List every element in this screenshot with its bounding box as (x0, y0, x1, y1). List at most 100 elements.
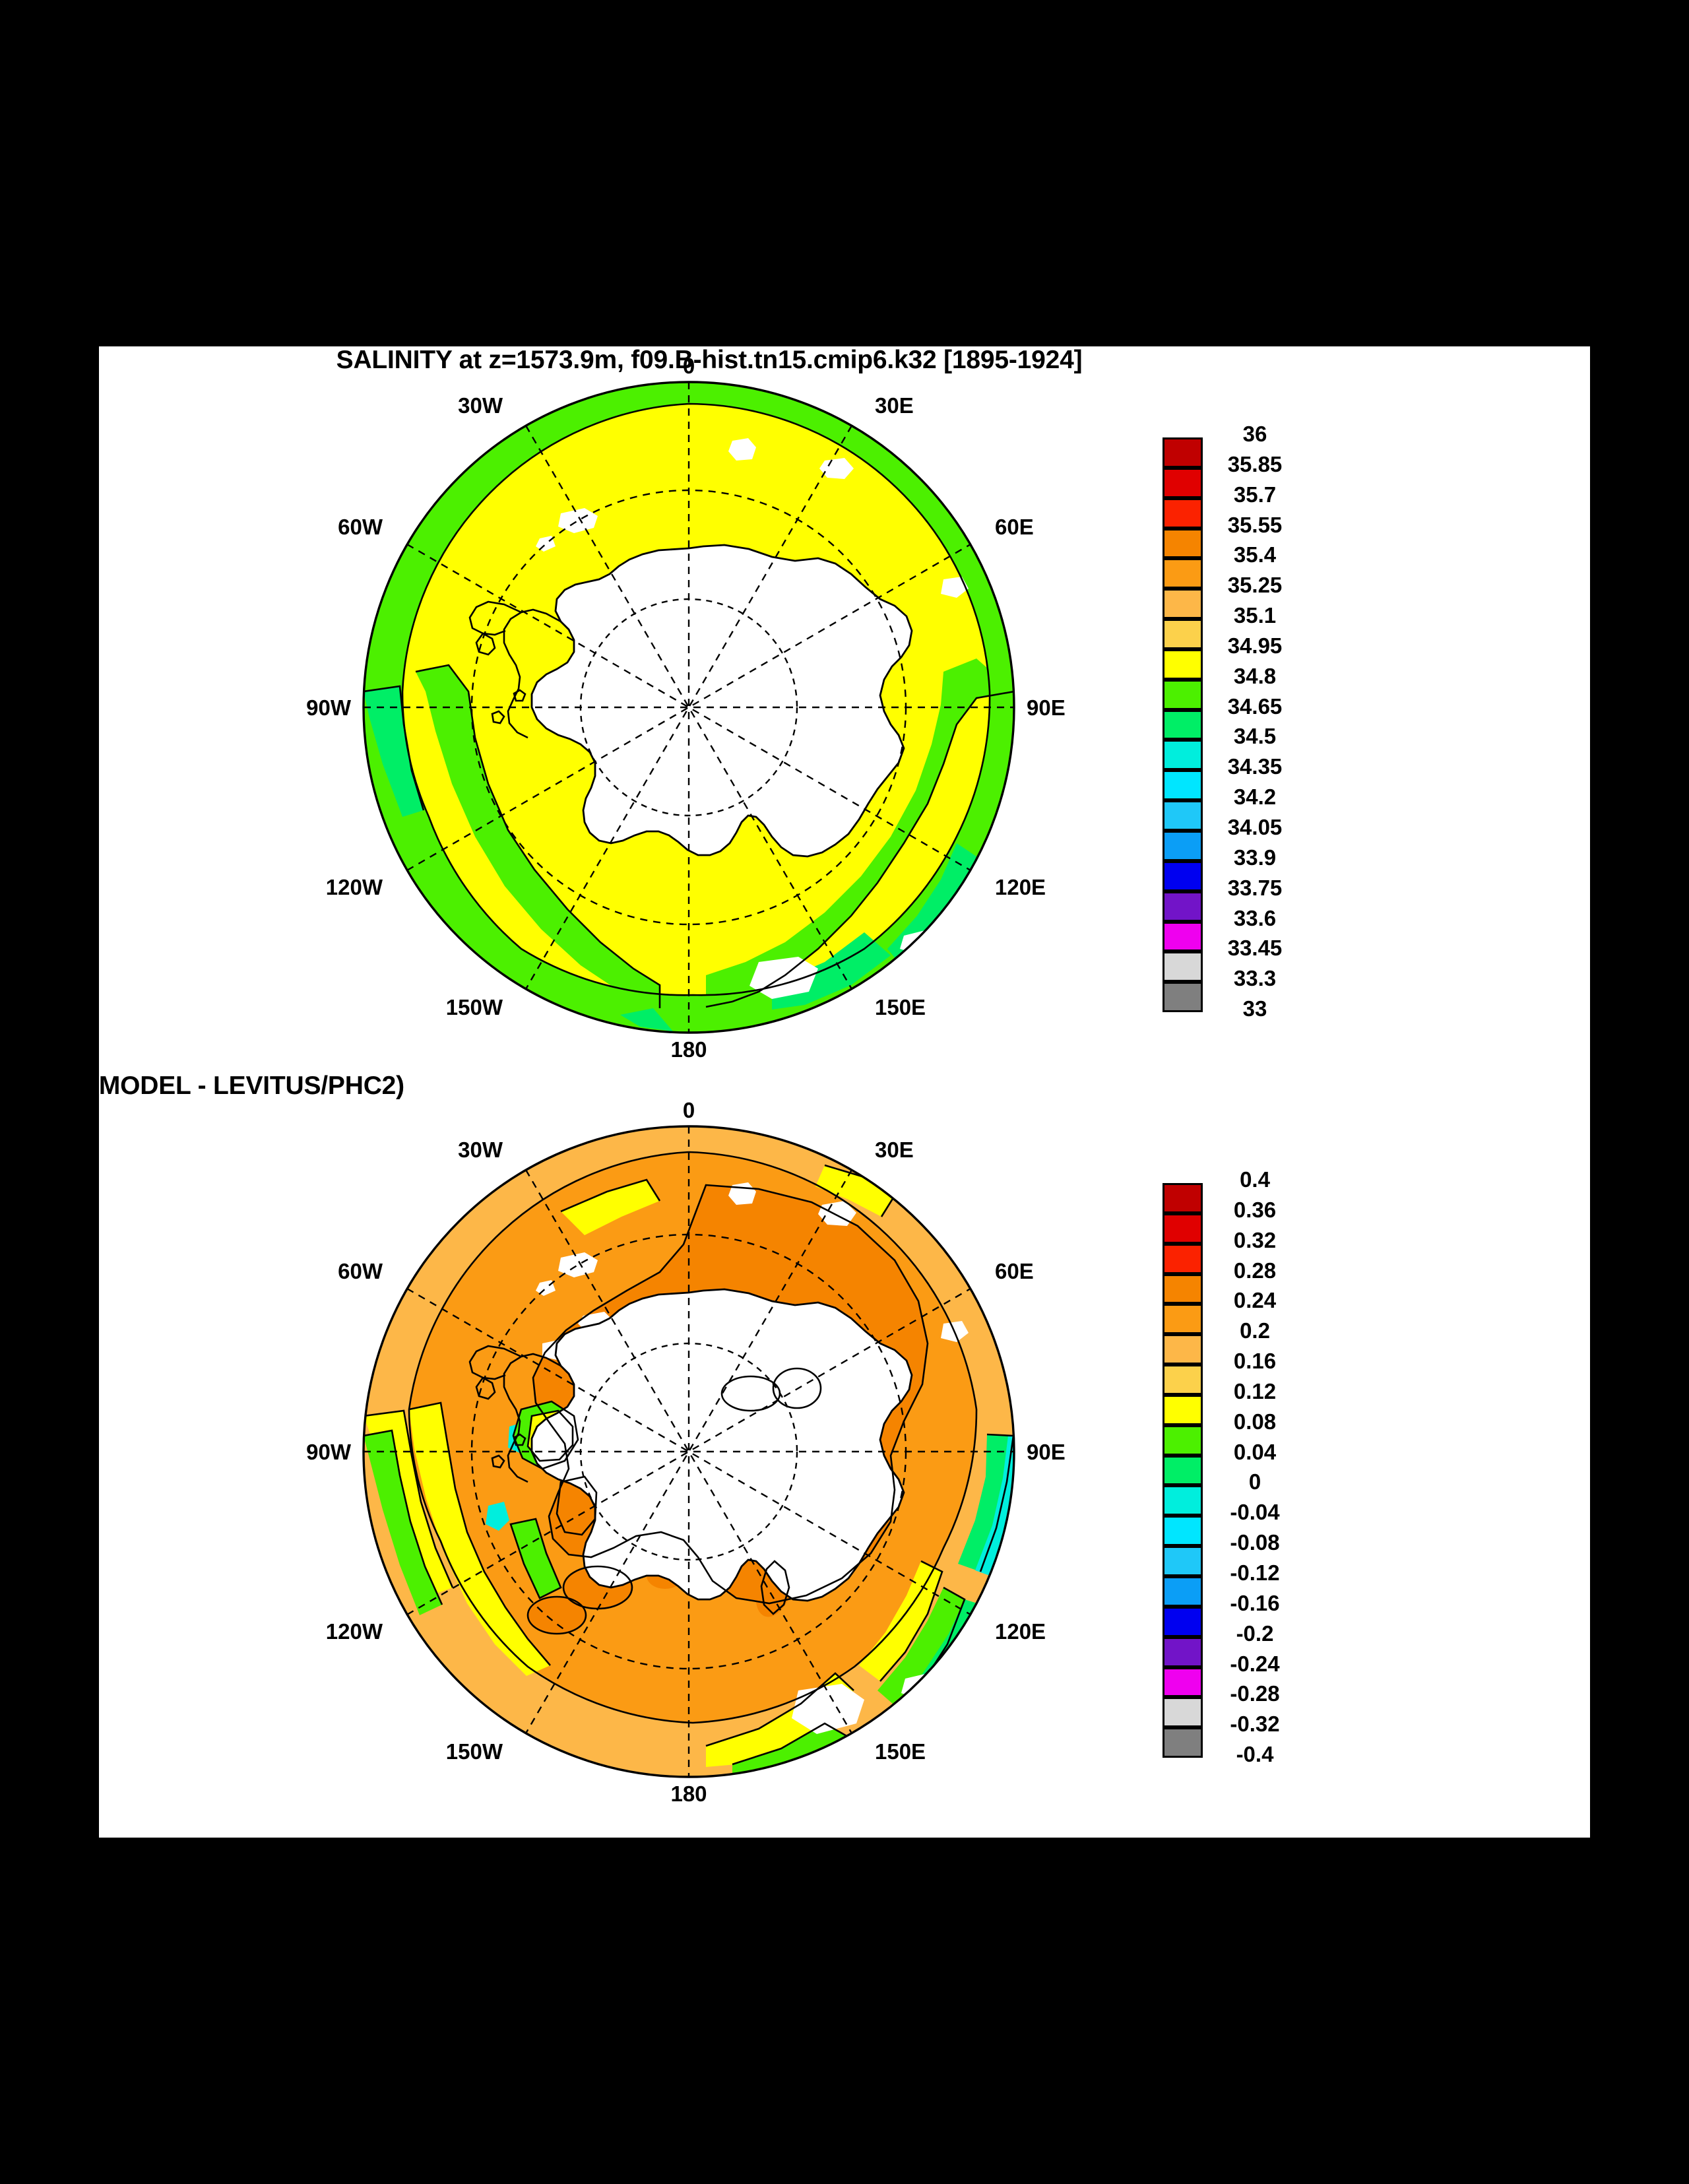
colorbar-swatch (1163, 619, 1203, 649)
lon-label-90E-bottom: 90E (1027, 1440, 1066, 1464)
lon-label-120E-top: 120E (995, 875, 1046, 899)
colorbar-swatch (1163, 1394, 1203, 1425)
graticule-bottom (364, 1126, 1014, 1777)
lon-label-120E-bottom: 120E (995, 1619, 1046, 1644)
colorbar-swatch (1163, 740, 1203, 771)
colorbar-swatch (1163, 1606, 1203, 1637)
polar-map-top: 0 30E 60E 90E 120E 150E 180 150W 120W 90… (306, 354, 1066, 1062)
panel-title-bottom: (MODEL - LEVITUS/PHC2) (90, 1072, 404, 1100)
colorbar-swatch (1163, 921, 1203, 952)
lon-label-150E-top: 150E (875, 995, 926, 1019)
bias-field-bottom (364, 1126, 1014, 1777)
colorbar-swatch (1163, 1213, 1203, 1244)
lon-label-30W-top: 30W (458, 393, 503, 418)
globe-outline-bottom (362, 1125, 1015, 1778)
colorbar-tick-label: 34.35 (1227, 754, 1283, 779)
colorbar-tick-label: 33.75 (1227, 875, 1283, 900)
colorbar-tick-label: 34.5 (1233, 724, 1277, 749)
polar-map-bottom: 0 30E 60E 90E 120E 150E 180 150W 120W 90… (306, 1098, 1066, 1806)
colorbar-tick-label: -0.4 (1236, 1742, 1274, 1767)
colorbar-swatch (1163, 1485, 1203, 1516)
colorbar-tick-label: -0.12 (1230, 1560, 1280, 1585)
colorbar-swatch (1163, 1304, 1203, 1335)
lon-label-30E-top: 30E (875, 393, 914, 418)
lon-label-30W-bottom: 30W (458, 1138, 503, 1162)
graticule-top (364, 382, 1014, 1033)
colorbar-swatch (1163, 437, 1203, 468)
colorbar-tick-label: 34.8 (1233, 663, 1277, 688)
colorbar-swatch (1163, 1636, 1203, 1667)
lon-label-150E-bottom: 150E (875, 1739, 926, 1764)
colorbar-tick-label: -0.24 (1230, 1651, 1280, 1676)
lon-label-180-top: 180 (670, 1037, 707, 1062)
colorbar-tick-label: 35.7 (1233, 482, 1277, 507)
colorbar-swatch (1163, 558, 1203, 589)
colorbar-swatch (1163, 1183, 1203, 1213)
colorbar-tick-label: 33.45 (1227, 936, 1283, 961)
colorbar-swatch (1163, 1667, 1203, 1698)
colorbar-tick-label: 34.65 (1227, 693, 1283, 719)
colorbar-swatch (1163, 1546, 1203, 1576)
lon-label-150W-bottom: 150W (446, 1739, 503, 1764)
colorbar-tick-label: 0.2 (1240, 1318, 1270, 1343)
colorbar-tick-label: -0.16 (1230, 1590, 1280, 1615)
lon-label-90E-top: 90E (1027, 695, 1066, 720)
contour-lines-bottom (364, 1151, 1014, 1766)
colorbar-tick-label: 0.16 (1233, 1349, 1277, 1374)
lon-label-60E-bottom: 60E (995, 1259, 1034, 1283)
colorbar-tick-label: 34.05 (1227, 814, 1283, 839)
colorbar-swatch (1163, 1576, 1203, 1607)
colorbar-tick-label: 0.24 (1233, 1288, 1277, 1313)
lon-label-120W-bottom: 120W (326, 1619, 383, 1644)
figure-canvas: SALINITY at z=1573.9m, f09.B-hist.tn15.c… (90, 346, 1590, 1838)
lon-label-120W-top: 120W (326, 875, 383, 899)
panel-model-minus-obs: (MODEL - LEVITUS/PHC2) (90, 1072, 1590, 1838)
colorbar-tick-label: 34.95 (1227, 633, 1283, 658)
colorbar-tick-label: 36 (1242, 422, 1267, 446)
colorbar-tick-label: -0.04 (1230, 1500, 1280, 1525)
peninsula-outline-bottom (468, 1345, 561, 1483)
colorbar-swatch (1163, 1243, 1203, 1274)
colorbar-tick-label: 33.3 (1233, 966, 1277, 991)
colorbar-swatch (1163, 1727, 1203, 1758)
lon-label-0-bottom: 0 (683, 1098, 695, 1122)
colorbar-tick-label: 0.4 (1240, 1167, 1270, 1192)
colorbar-swatch (1163, 589, 1203, 620)
colorbar-swatch (1163, 1425, 1203, 1456)
colorbar-swatch (1163, 1273, 1203, 1304)
colorbar-swatch (1163, 860, 1203, 891)
lon-label-90W-bottom: 90W (306, 1440, 352, 1464)
colorbar-tick-label: 0 (1248, 1469, 1261, 1494)
colorbar-tick-label: 0.28 (1233, 1258, 1277, 1283)
colorbar-tick-label: 0.32 (1233, 1227, 1277, 1252)
lon-label-60E-top: 60E (995, 515, 1034, 539)
colorbar-tick-label: 0.36 (1233, 1197, 1277, 1222)
colorbar-swatch (1163, 982, 1203, 1013)
colorbar-swatch (1163, 1334, 1203, 1365)
colorbar-tick-label: 35.55 (1227, 512, 1283, 537)
colorbar-swatch (1163, 498, 1203, 529)
lon-label-30E-bottom: 30E (875, 1138, 914, 1162)
panel-title-top: SALINITY at z=1573.9m, f09.B-hist.tn15.c… (336, 346, 1083, 374)
contour-lines-top (364, 402, 1014, 1008)
colorbar-swatch (1163, 528, 1203, 559)
lon-label-60W-top: 60W (338, 515, 383, 539)
colorbar-tick-label: 33.6 (1233, 905, 1277, 930)
colorbar-swatch (1163, 1697, 1203, 1728)
globe-outline-top (362, 381, 1015, 1034)
lon-label-90W-top: 90W (306, 695, 352, 720)
colorbar-swatch (1163, 770, 1203, 801)
colorbar-tick-label: 35.25 (1227, 573, 1283, 598)
colorbar-tick-label: -0.28 (1230, 1681, 1280, 1706)
colorbar-tick-label: 33 (1242, 996, 1267, 1021)
colorbar-swatch (1163, 1365, 1203, 1395)
lon-label-180-bottom: 180 (670, 1782, 707, 1806)
colorbar-tick-label: 35.4 (1233, 542, 1277, 567)
lon-label-60W-bottom: 60W (338, 1259, 383, 1283)
colorbar-tick-label: 0.12 (1233, 1378, 1277, 1403)
colorbar-tick-label: -0.32 (1230, 1712, 1280, 1737)
colorbar-tick-label: 33.9 (1233, 845, 1277, 870)
colorbar-swatch (1163, 1455, 1203, 1486)
colorbar-tick-label: 34.2 (1233, 785, 1277, 810)
colorbar-swatch (1163, 679, 1203, 710)
